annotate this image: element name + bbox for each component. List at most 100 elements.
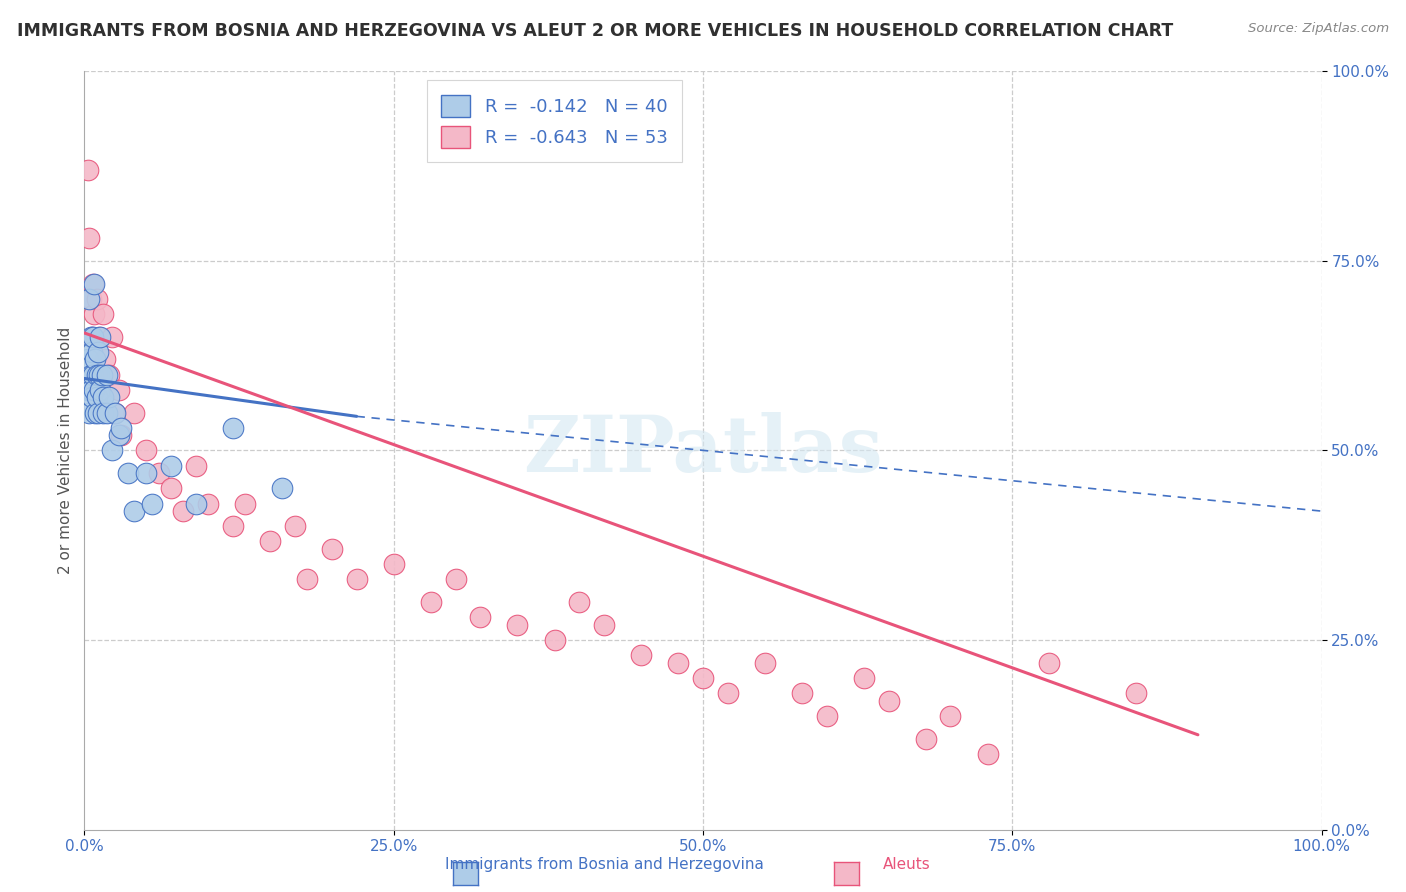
Point xyxy=(104,405,127,420)
Point xyxy=(717,686,740,700)
Point xyxy=(184,496,207,510)
Point xyxy=(122,504,145,518)
Point xyxy=(98,391,121,405)
Point xyxy=(83,383,105,397)
Point xyxy=(160,482,183,496)
Point xyxy=(79,405,101,420)
Point xyxy=(197,496,219,510)
Point xyxy=(754,656,776,670)
Point xyxy=(852,671,875,685)
Legend: R =  -0.142   N = 40, R =  -0.643   N = 53: R = -0.142 N = 40, R = -0.643 N = 53 xyxy=(427,80,682,162)
Point xyxy=(1038,656,1060,670)
Point xyxy=(82,330,104,344)
Point xyxy=(89,383,111,397)
Point xyxy=(233,496,256,510)
Point xyxy=(346,573,368,587)
Point xyxy=(506,617,529,632)
Point xyxy=(122,405,145,420)
Point xyxy=(271,482,294,496)
Y-axis label: 2 or more Vehicles in Household: 2 or more Vehicles in Household xyxy=(58,326,73,574)
Point xyxy=(86,292,108,306)
Point xyxy=(568,595,591,609)
Point xyxy=(815,708,838,723)
Point xyxy=(90,368,112,382)
Point xyxy=(877,694,900,708)
Point xyxy=(79,292,101,306)
Point xyxy=(160,458,183,473)
Point xyxy=(135,467,157,481)
Point xyxy=(77,383,100,397)
Point xyxy=(444,573,467,587)
Point xyxy=(87,344,110,359)
Point xyxy=(89,330,111,344)
Point xyxy=(89,368,111,382)
Point xyxy=(83,307,105,321)
Point xyxy=(259,534,281,549)
Point xyxy=(222,421,245,435)
Point xyxy=(89,330,111,344)
Text: IMMIGRANTS FROM BOSNIA AND HERZEGOVINA VS ALEUT 2 OR MORE VEHICLES IN HOUSEHOLD : IMMIGRANTS FROM BOSNIA AND HERZEGOVINA V… xyxy=(17,22,1173,40)
Point xyxy=(939,708,962,723)
Point xyxy=(89,368,111,382)
Point xyxy=(790,686,813,700)
Point xyxy=(1125,686,1147,700)
Point xyxy=(117,467,139,481)
Point xyxy=(630,648,652,662)
Point xyxy=(976,747,998,761)
Point xyxy=(77,163,100,178)
Point xyxy=(77,352,100,367)
Point xyxy=(184,458,207,473)
Point xyxy=(94,352,117,367)
Point xyxy=(82,368,104,382)
Point xyxy=(692,671,714,685)
Point xyxy=(79,231,101,245)
Point xyxy=(84,405,107,420)
Point xyxy=(295,573,318,587)
Point xyxy=(80,391,103,405)
Point xyxy=(100,443,122,458)
Text: Immigrants from Bosnia and Herzegovina: Immigrants from Bosnia and Herzegovina xyxy=(446,857,763,872)
Point xyxy=(91,307,114,321)
Point xyxy=(96,368,118,382)
Point xyxy=(419,595,441,609)
Point xyxy=(321,542,343,557)
Point xyxy=(470,610,492,624)
Point xyxy=(110,428,132,442)
Point xyxy=(148,467,170,481)
Point xyxy=(91,391,114,405)
Point xyxy=(80,344,103,359)
Point xyxy=(382,557,405,572)
Point xyxy=(83,277,105,291)
Point xyxy=(98,368,121,382)
Point xyxy=(222,519,245,533)
Point xyxy=(80,330,103,344)
Point xyxy=(86,391,108,405)
Point xyxy=(84,368,107,382)
Text: ZIPatlas: ZIPatlas xyxy=(523,412,883,489)
Point xyxy=(593,617,616,632)
Point xyxy=(82,277,104,291)
Point xyxy=(86,368,108,382)
Point xyxy=(79,330,101,344)
Point xyxy=(284,519,307,533)
Point xyxy=(914,731,936,746)
Point xyxy=(108,383,131,397)
Point xyxy=(100,330,122,344)
Point xyxy=(135,443,157,458)
Point xyxy=(79,383,101,397)
Point xyxy=(104,405,127,420)
Text: Aleuts: Aleuts xyxy=(883,857,931,872)
Point xyxy=(87,405,110,420)
Point xyxy=(110,421,132,435)
Point xyxy=(172,504,194,518)
Point xyxy=(91,405,114,420)
Point xyxy=(79,368,101,382)
Point xyxy=(84,352,107,367)
Text: Source: ZipAtlas.com: Source: ZipAtlas.com xyxy=(1249,22,1389,36)
Point xyxy=(141,496,163,510)
Point xyxy=(666,656,689,670)
Point xyxy=(79,292,101,306)
Point xyxy=(96,405,118,420)
Point xyxy=(543,633,565,648)
Point xyxy=(108,428,131,442)
